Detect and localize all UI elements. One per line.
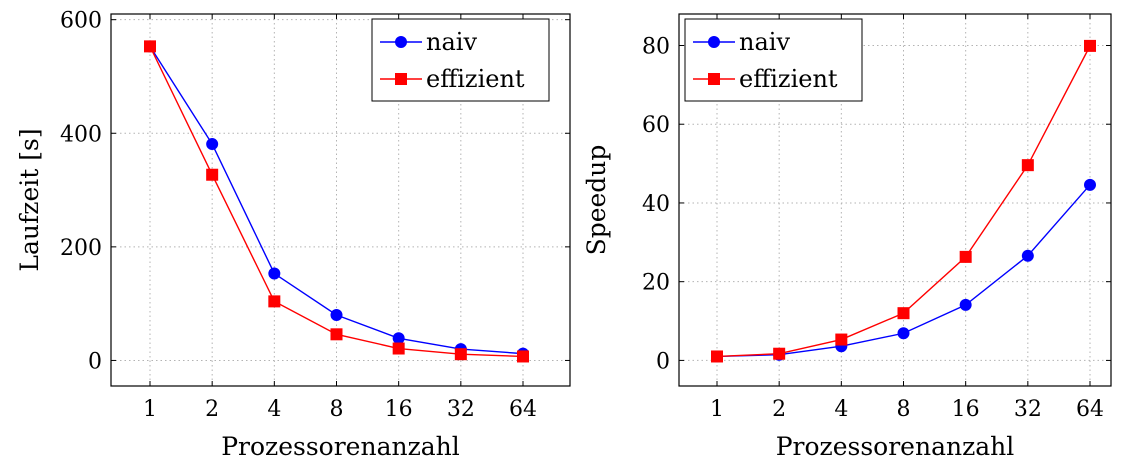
legend-label-effizient: effizient bbox=[426, 65, 525, 93]
x-tick-label: 2 bbox=[772, 397, 786, 422]
y-tick-label: 600 bbox=[60, 9, 102, 34]
plot-frame bbox=[110, 13, 571, 387]
x-tick-label: 16 bbox=[952, 397, 980, 422]
x-tick-label: 2 bbox=[205, 397, 219, 422]
y-tick-label: 60 bbox=[642, 113, 670, 138]
data-point-effizient bbox=[206, 168, 219, 181]
data-point-effizient bbox=[897, 307, 910, 320]
data-point-naiv bbox=[268, 267, 281, 280]
data-point-effizient bbox=[773, 347, 786, 360]
data-point-naiv bbox=[330, 309, 343, 322]
legend: naiv effizient bbox=[684, 18, 863, 102]
y-axis-label: Laufzeit [s] bbox=[15, 128, 44, 271]
legend-label-effizient: effizient bbox=[739, 65, 838, 93]
y-tick-label: 200 bbox=[60, 236, 102, 261]
data-point-effizient bbox=[1021, 159, 1034, 172]
x-tick-label: 16 bbox=[385, 397, 413, 422]
x-tick-label: 4 bbox=[834, 397, 848, 422]
x-tick-label: 32 bbox=[1014, 397, 1042, 422]
x-tick-label: 8 bbox=[897, 397, 911, 422]
y-tick-label: 0 bbox=[88, 349, 102, 374]
y-axis-label: Speedup bbox=[582, 145, 611, 256]
y-tick-label: 0 bbox=[656, 349, 670, 374]
data-point-naiv bbox=[1084, 178, 1096, 191]
data-point-effizient bbox=[144, 40, 156, 53]
x-tick-label: 4 bbox=[267, 397, 281, 422]
data-point-naiv bbox=[206, 138, 219, 151]
legend-label-naiv: naiv bbox=[426, 28, 477, 56]
data-point-naiv bbox=[897, 327, 910, 340]
x-tick-label: 64 bbox=[1076, 397, 1104, 422]
plot-frame bbox=[678, 13, 1112, 387]
legend: naiv effizient bbox=[371, 18, 550, 102]
data-point-effizient bbox=[517, 350, 529, 363]
legend-marker-naiv bbox=[708, 36, 720, 48]
data-point-effizient bbox=[1084, 39, 1096, 52]
data-point-naiv bbox=[1021, 249, 1034, 262]
y-tick-label: 20 bbox=[642, 271, 670, 296]
legend-marker-effizient bbox=[395, 73, 407, 85]
x-tick-label: 1 bbox=[710, 397, 724, 422]
data-point-effizient bbox=[330, 328, 343, 341]
legend-box bbox=[684, 18, 863, 102]
data-point-effizient bbox=[392, 342, 405, 355]
chart-panel-1: 1 2 4 8 16 32 64 0 200 400 600 Prozessorenanzahl Lau… bbox=[15, 9, 571, 461]
data-point-naiv bbox=[959, 298, 972, 311]
y-tick-label: 40 bbox=[642, 192, 670, 217]
y-tick-label: 80 bbox=[642, 34, 670, 59]
data-point-effizient bbox=[959, 250, 972, 263]
legend-label-naiv: naiv bbox=[739, 28, 790, 56]
legend-marker-effizient bbox=[708, 73, 720, 85]
legend-box bbox=[371, 18, 550, 102]
y-tick-label: 400 bbox=[60, 122, 102, 147]
x-tick-label: 64 bbox=[509, 397, 537, 422]
legend-marker-naiv bbox=[395, 36, 407, 48]
x-tick-label: 32 bbox=[447, 397, 475, 422]
x-tick-label: 8 bbox=[330, 397, 344, 422]
data-point-effizient bbox=[835, 333, 848, 346]
x-axis-label: Prozessorenanzahl bbox=[221, 432, 460, 461]
data-point-effizient bbox=[711, 350, 723, 363]
data-point-effizient bbox=[454, 348, 467, 361]
x-tick-label: 1 bbox=[143, 397, 157, 422]
data-point-effizient bbox=[268, 295, 281, 308]
data-point-naiv bbox=[392, 332, 405, 345]
x-axis-label: Prozessorenanzahl bbox=[776, 432, 1015, 461]
chart-panel-2: 1 2 4 8 16 32 64 0 20 40 60 80 Prozessorenanzahl Spee… bbox=[582, 13, 1112, 461]
